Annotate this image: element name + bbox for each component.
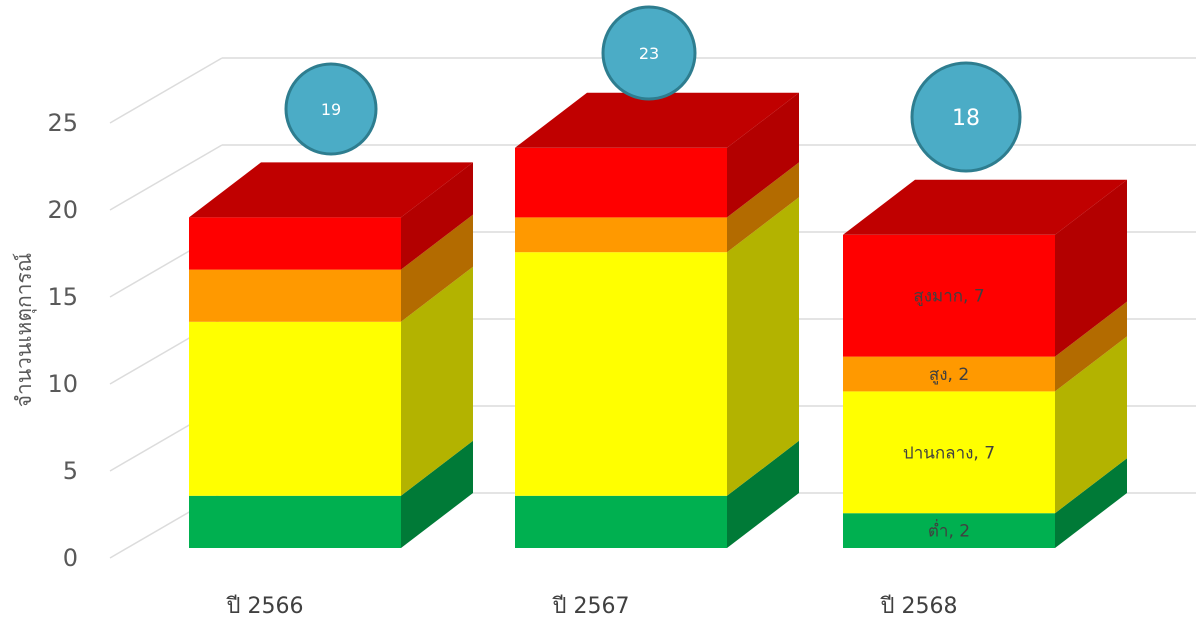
total-badge-circle — [910, 61, 1022, 173]
bar-top-face — [843, 179, 1127, 235]
bar-segment-front — [515, 217, 727, 253]
y-tick-label: 0 — [63, 544, 78, 572]
bar-stack — [189, 162, 473, 548]
bar-segment-side — [727, 162, 799, 253]
segment-data-label: สูง, 2 — [929, 365, 969, 385]
total-badge: 18 — [910, 61, 1022, 173]
bar-segment-side — [401, 440, 473, 548]
bar-segment-front — [189, 495, 401, 548]
y-tick-label: 15 — [47, 283, 78, 311]
bar-segment-front — [189, 321, 401, 496]
bar-segment-front — [515, 147, 727, 218]
x-category-label: ปี 2567 — [551, 594, 629, 619]
total-badge-circle — [601, 5, 697, 101]
total-badge-value: 23 — [639, 44, 659, 63]
bar-top-face — [515, 92, 799, 148]
total-badges: 19 23 18 — [284, 5, 1022, 173]
bar-segment-side — [727, 197, 799, 496]
bar-segment-front — [515, 252, 727, 496]
bar-segment-side — [1055, 458, 1127, 548]
y-axis-label: จำนวนเหตุการณ์ — [12, 253, 37, 408]
gridline-floor — [109, 144, 223, 211]
category-labels: ปี 2566 ปี 2567 ปี 2568 — [225, 594, 957, 619]
segment-data-label: ต่ำ, 2 — [928, 519, 970, 542]
bar-segment-front — [189, 269, 401, 322]
bar-segment-side — [727, 440, 799, 548]
total-badge-value: 18 — [952, 106, 980, 131]
gridline-floor — [109, 57, 223, 124]
bar-segment-front — [843, 513, 1055, 548]
y-tick-label: 20 — [47, 196, 78, 224]
total-badge: 19 — [284, 62, 378, 156]
bar-segment-side — [1055, 336, 1127, 514]
bar-segment-side — [401, 266, 473, 496]
bar-segment-front — [843, 234, 1055, 357]
y-axis-ticks: 0 5 10 15 20 25 — [47, 109, 78, 572]
y-tick-label: 10 — [47, 370, 78, 398]
bar-segment-front — [843, 356, 1055, 392]
bar-segment-front — [515, 495, 727, 548]
y-tick-label: 5 — [63, 457, 78, 485]
y-tick-label: 25 — [47, 109, 78, 137]
bar-segment-side — [1055, 179, 1127, 357]
segment-data-label: ปานกลาง, 7 — [903, 443, 995, 463]
bar-segment-side — [401, 162, 473, 270]
total-badge-circle — [284, 62, 378, 156]
segment-data-label: สูงมาก, 7 — [913, 287, 984, 307]
bar-segment-front — [189, 217, 401, 270]
bar-segment-front — [843, 391, 1055, 514]
total-badge-value: 19 — [321, 100, 341, 119]
total-badge: 23 — [601, 5, 697, 101]
bar-segment-side — [401, 214, 473, 322]
x-category-label: ปี 2566 — [225, 594, 303, 619]
bar-segment-side — [1055, 301, 1127, 392]
bars: ต่ำ, 2 ปานกลาง, 7 สูง, 2 สูงมาก, 7 — [189, 92, 1127, 548]
bar-segment-side — [727, 92, 799, 218]
x-category-label: ปี 2568 — [879, 594, 957, 619]
bar-stack: ต่ำ, 2 ปานกลาง, 7 สูง, 2 สูงมาก, 7 — [843, 179, 1127, 548]
bar-top-face — [189, 162, 473, 218]
bar-stack — [515, 92, 799, 548]
